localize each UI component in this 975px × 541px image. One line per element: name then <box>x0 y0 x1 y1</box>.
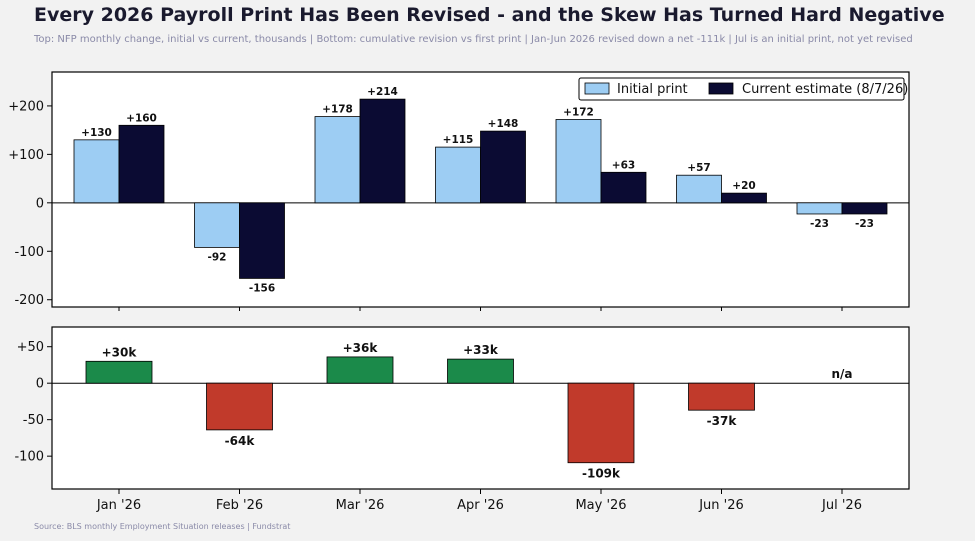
bottom-bars <box>85 356 755 464</box>
bottom-y-tick-label: +50 <box>17 340 44 355</box>
x-tick-label: Jul '26 <box>821 498 862 513</box>
top-bars <box>73 98 888 279</box>
bar-initial <box>73 139 120 204</box>
data-label-current: +148 <box>488 118 519 130</box>
revision-label: +30k <box>102 345 138 359</box>
bar-current <box>239 202 285 279</box>
data-label-initial: -92 <box>208 251 227 263</box>
bottom-panel: +50 0 -50 -100 +30k -64k +36k +33k -109k -37k n/a… <box>14 326 910 513</box>
top-y-tick-label: +100 <box>8 148 44 163</box>
x-tick-label: May '26 <box>575 498 626 513</box>
data-label-current: -156 <box>249 282 275 294</box>
legend-box <box>578 77 905 101</box>
bar-current <box>480 130 526 204</box>
data-label-current: +63 <box>612 159 635 171</box>
top-y-tick-label: -100 <box>14 245 44 260</box>
data-label-initial: +178 <box>322 104 353 116</box>
x-tick-label: Jun '26 <box>698 498 744 513</box>
bottom-y-tick-label: -50 <box>23 413 44 428</box>
revision-label: +33k <box>463 343 499 357</box>
top-panel: +200 +100 0 -100 -200 +130 -92 +178 +115 +172 +57… <box>8 71 910 311</box>
data-label-initial: +57 <box>687 162 710 174</box>
legend: Initial print Current estimate (8/7/26) <box>578 77 908 101</box>
revision-bar <box>326 356 394 384</box>
chart-title: Every 2026 Payroll Print Has Been Revise… <box>34 4 945 26</box>
bottom-plot-area <box>51 326 910 490</box>
revision-bar <box>447 358 514 384</box>
revision-label: -109k <box>582 467 621 481</box>
bottom-y-tick-label: -100 <box>14 450 44 465</box>
data-label-current: +160 <box>126 112 157 124</box>
x-tick-label: Feb '26 <box>216 498 263 513</box>
revision-bar <box>206 382 273 431</box>
x-tick-label: Apr '26 <box>457 498 504 513</box>
data-label-current: +20 <box>732 180 755 192</box>
x-axis: Jan '26 Feb '26 Mar '26 Apr '26 May '26 Jun '… <box>96 489 862 513</box>
bar-initial <box>796 202 843 215</box>
data-label-current: -23 <box>855 218 874 230</box>
legend-label-current: Current estimate (8/7/26) <box>742 82 908 97</box>
bar-initial <box>555 119 602 204</box>
top-y-tick-label: 0 <box>36 196 44 211</box>
chart-subtitle: Top: NFP monthly change, initial vs curr… <box>34 34 913 45</box>
top-data-labels: +130 -92 +178 +115 +172 +57 -23 +160 -156 +214 +14… <box>81 86 874 294</box>
data-label-initial: +172 <box>563 106 594 118</box>
bar-current <box>359 98 406 204</box>
legend-swatch-current <box>708 82 734 95</box>
revision-bar <box>688 382 755 411</box>
top-y-tick-label: -200 <box>14 293 44 308</box>
data-label-initial: -23 <box>810 218 829 230</box>
source-note: Source: BLS monthly Employment Situation… <box>34 522 291 531</box>
revision-bar <box>567 382 635 464</box>
top-y-axis: +200 +100 0 -100 -200 <box>8 99 843 311</box>
bar-current <box>600 171 647 204</box>
revision-label: -64k <box>225 434 256 448</box>
bar-current <box>841 202 888 215</box>
revision-label: -37k <box>707 414 738 428</box>
data-label-current: +214 <box>367 86 398 98</box>
data-label-initial: +115 <box>443 134 474 146</box>
x-tick-label: Mar '26 <box>336 498 385 513</box>
revision-label: +36k <box>343 341 379 355</box>
bar-current <box>118 124 165 204</box>
bottom-y-axis: +50 0 -50 -100 <box>14 340 52 465</box>
bar-initial <box>676 174 722 204</box>
bottom-y-tick-label: 0 <box>36 377 44 392</box>
revision-bar <box>85 360 153 384</box>
data-label-initial: +130 <box>81 127 112 139</box>
legend-swatch-initial <box>584 82 610 95</box>
bar-initial <box>194 202 240 248</box>
bar-initial <box>435 146 481 204</box>
bottom-data-labels: +30k -64k +36k +33k -109k -37k n/a <box>102 341 853 481</box>
bar-initial <box>314 116 361 204</box>
top-y-tick-label: +200 <box>8 99 44 114</box>
revision-label: n/a <box>831 367 852 381</box>
x-tick-label: Jan '26 <box>96 498 141 513</box>
legend-label-initial: Initial print <box>617 82 688 97</box>
bar-current <box>721 192 767 204</box>
